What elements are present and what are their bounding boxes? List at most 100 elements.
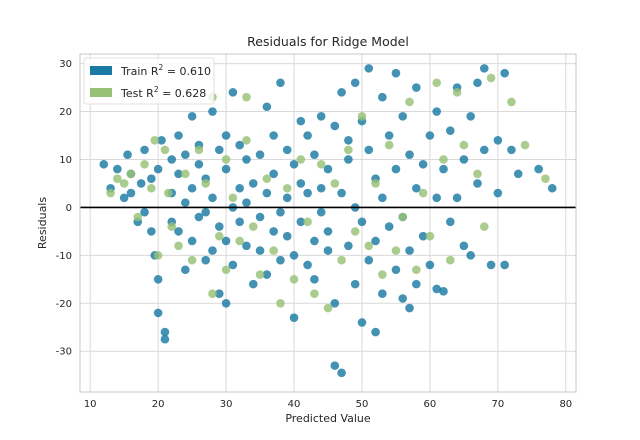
test-point — [119, 179, 129, 188]
test-point — [520, 140, 530, 150]
train-point — [330, 299, 340, 308]
train-point — [147, 174, 156, 183]
y-tick-label: 10 — [59, 155, 72, 166]
train-point — [330, 361, 340, 370]
train-point — [432, 284, 442, 294]
train-point — [513, 169, 523, 179]
train-point — [337, 368, 346, 378]
train-point — [187, 112, 197, 121]
test-point — [432, 78, 442, 88]
train-point — [357, 217, 367, 227]
train-point — [255, 246, 265, 255]
test-point — [242, 92, 251, 102]
train-point — [418, 159, 428, 169]
test-point — [446, 255, 455, 265]
train-point — [412, 279, 421, 289]
legend-label-train: Train R2 = 0.610 — [120, 63, 211, 78]
train-point — [432, 193, 442, 203]
test-point — [153, 251, 163, 260]
train-point — [255, 212, 265, 222]
train-point — [439, 164, 448, 174]
train-point — [136, 179, 146, 188]
train-point — [425, 131, 435, 140]
test-point — [473, 169, 482, 179]
train-point — [262, 102, 272, 112]
train-point — [289, 313, 299, 322]
train-point — [384, 131, 394, 140]
train-point — [262, 270, 272, 279]
train-point — [323, 227, 333, 236]
train-point — [282, 145, 292, 155]
x-tick-label: 60 — [424, 399, 437, 410]
train-point — [174, 169, 183, 179]
train-point — [221, 299, 231, 308]
train-point — [221, 164, 231, 174]
x-tick-label: 20 — [152, 399, 165, 410]
train-point — [344, 135, 353, 145]
train-point — [282, 193, 292, 203]
train-point — [473, 78, 482, 88]
train-point — [174, 131, 183, 140]
train-point — [357, 318, 367, 327]
train-point — [405, 246, 414, 255]
train-point — [378, 289, 387, 299]
train-point — [500, 68, 509, 78]
train-point — [310, 275, 319, 284]
train-point — [316, 183, 326, 193]
train-point — [208, 246, 217, 255]
test-point — [391, 246, 401, 255]
test-point — [330, 179, 340, 188]
train-point — [446, 217, 455, 227]
test-point — [133, 212, 143, 222]
y-tick-label: 0 — [66, 203, 72, 214]
test-point — [269, 246, 278, 255]
train-point — [276, 255, 285, 265]
train-point — [547, 183, 557, 193]
test-point — [194, 145, 204, 155]
train-point — [123, 150, 132, 159]
train-point — [235, 183, 244, 193]
train-point — [479, 145, 489, 155]
train-point — [276, 207, 285, 217]
test-point — [289, 275, 299, 284]
plot-frame — [79, 53, 577, 393]
test-point — [160, 145, 170, 155]
test-point — [167, 222, 177, 231]
train-point — [459, 155, 469, 164]
train-point — [255, 150, 265, 159]
train-point — [113, 164, 122, 174]
test-point — [459, 140, 469, 150]
y-tick-labels: -30 -20 -10 0 10 20 30 — [56, 59, 72, 358]
test-point — [228, 193, 238, 203]
train-point — [378, 193, 387, 203]
train-point — [384, 222, 394, 231]
chart-title: Residuals for Ridge Model — [247, 34, 409, 49]
train-point — [282, 231, 292, 241]
train-point — [235, 140, 244, 150]
train-point — [398, 112, 408, 121]
test-point — [384, 140, 394, 150]
test-point — [187, 255, 197, 265]
train-point — [242, 198, 251, 207]
x-tick-label: 10 — [84, 399, 97, 410]
test-point — [208, 289, 217, 299]
test-point — [418, 188, 428, 198]
test-point — [296, 155, 306, 164]
train-point — [439, 287, 448, 296]
test-point — [262, 174, 272, 183]
train-point — [378, 92, 387, 102]
train-point — [242, 155, 251, 164]
train-point — [99, 159, 109, 169]
y-tick-label: -20 — [56, 299, 72, 310]
test-point — [181, 169, 190, 179]
test-point — [282, 183, 292, 193]
train-point — [221, 131, 231, 140]
x-tick-label: 80 — [559, 399, 572, 410]
train-point — [147, 227, 156, 236]
test-point — [323, 303, 333, 313]
test-point — [242, 135, 251, 145]
train-point — [534, 164, 543, 174]
test-point — [452, 88, 462, 97]
test-point — [221, 265, 231, 275]
y-tick-label: -30 — [56, 347, 72, 358]
